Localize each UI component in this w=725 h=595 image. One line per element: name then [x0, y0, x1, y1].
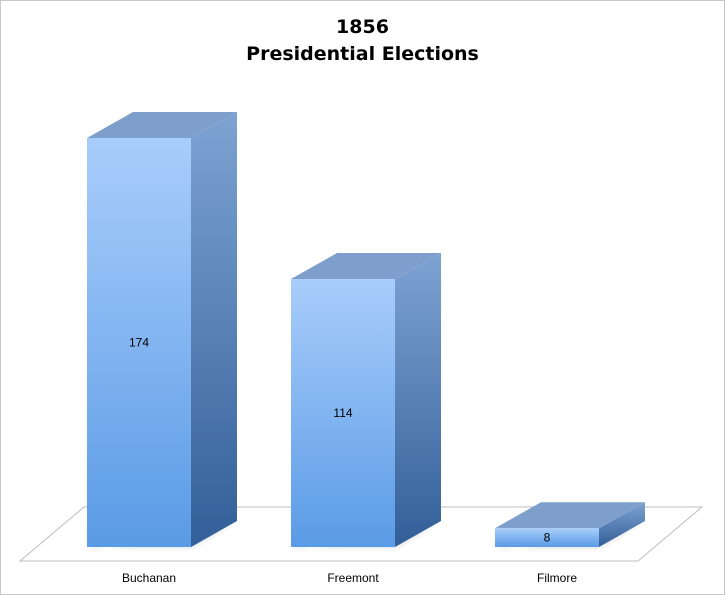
chart-title: 1856 Presidential Elections — [0, 14, 725, 68]
bar-top-face — [291, 253, 441, 280]
chart-title-line-2: Presidential Elections — [246, 43, 479, 65]
bar-front-face — [291, 279, 395, 547]
category-label-filmore: Filmore — [537, 571, 577, 585]
data-label-freemont: 114 — [333, 406, 352, 420]
bar-side-face — [395, 253, 441, 547]
labels-layer: 174 Buchanan 114 Freemont 8 Filmore — [122, 336, 577, 586]
bar-top-face — [87, 112, 237, 138]
bar-freemont — [291, 253, 441, 549]
bar-buchanan — [87, 112, 237, 549]
category-label-buchanan: Buchanan — [122, 571, 176, 585]
bar-top-face — [495, 502, 645, 529]
data-label-buchanan: 174 — [129, 336, 149, 350]
bars-layer — [87, 112, 645, 549]
chart-title-line-1: 1856 — [336, 16, 389, 38]
category-label-freemont: Freemont — [327, 571, 379, 585]
bar-side-face — [191, 112, 237, 547]
data-label-filmore: 8 — [544, 531, 551, 545]
bar-front-face — [495, 528, 599, 547]
bar-filmore — [495, 502, 645, 549]
bar-side-face — [599, 502, 645, 547]
bar-front-face — [87, 138, 191, 547]
